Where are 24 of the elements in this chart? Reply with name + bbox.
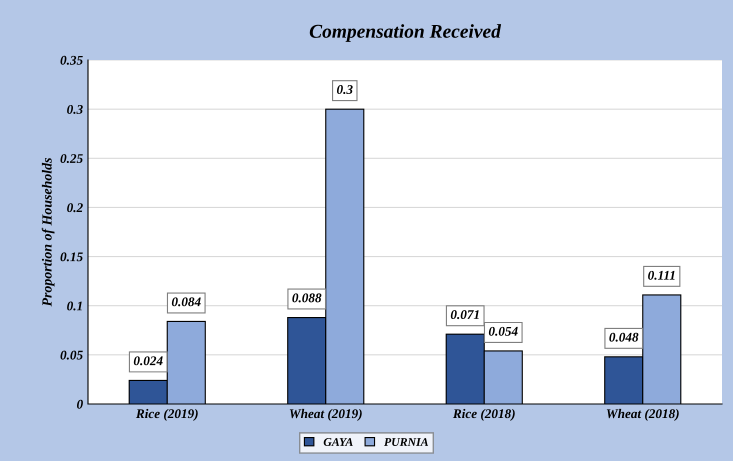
legend-label: PURNIA xyxy=(384,438,428,446)
y-tick-label: 0.1 xyxy=(67,302,82,310)
data-label: 0.024 xyxy=(134,356,163,366)
data-label: 0.048 xyxy=(609,332,638,342)
x-tick-label: Rice (2019) xyxy=(136,408,198,421)
data-label: 0.084 xyxy=(172,297,201,306)
data-label: 0.071 xyxy=(450,310,479,320)
legend-label: GAYA xyxy=(324,438,353,446)
y-axis-title: Proportion of Households xyxy=(42,158,54,306)
y-tick-label: 0 xyxy=(77,400,83,409)
x-tick-label: Rice (2018) xyxy=(452,408,515,421)
y-tick-label: 0.2 xyxy=(67,203,83,212)
data-label: 0.3 xyxy=(336,85,353,94)
data-label: 0.111 xyxy=(648,270,675,280)
y-tick-label: 0.3 xyxy=(67,104,83,114)
y-tick-label: 0.05 xyxy=(60,350,83,360)
y-tick-label: 0.15 xyxy=(60,252,83,262)
data-label: 0.088 xyxy=(292,293,322,302)
chart-title: Compensation Received xyxy=(310,24,502,42)
y-tick-label: 0.35 xyxy=(60,56,83,65)
x-tick-label: Wheat (2018) xyxy=(606,408,679,421)
x-tick-label: Wheat (2019) xyxy=(290,408,362,421)
data-label: 0.054 xyxy=(488,326,518,336)
y-tick-label: 0.25 xyxy=(60,154,83,164)
